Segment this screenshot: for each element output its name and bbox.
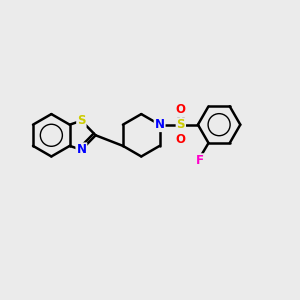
Text: O: O	[176, 133, 186, 146]
Text: F: F	[196, 154, 204, 167]
Text: N: N	[154, 118, 165, 131]
Text: N: N	[76, 143, 86, 156]
Text: O: O	[176, 103, 186, 116]
Text: S: S	[77, 114, 86, 127]
Text: S: S	[177, 118, 185, 131]
